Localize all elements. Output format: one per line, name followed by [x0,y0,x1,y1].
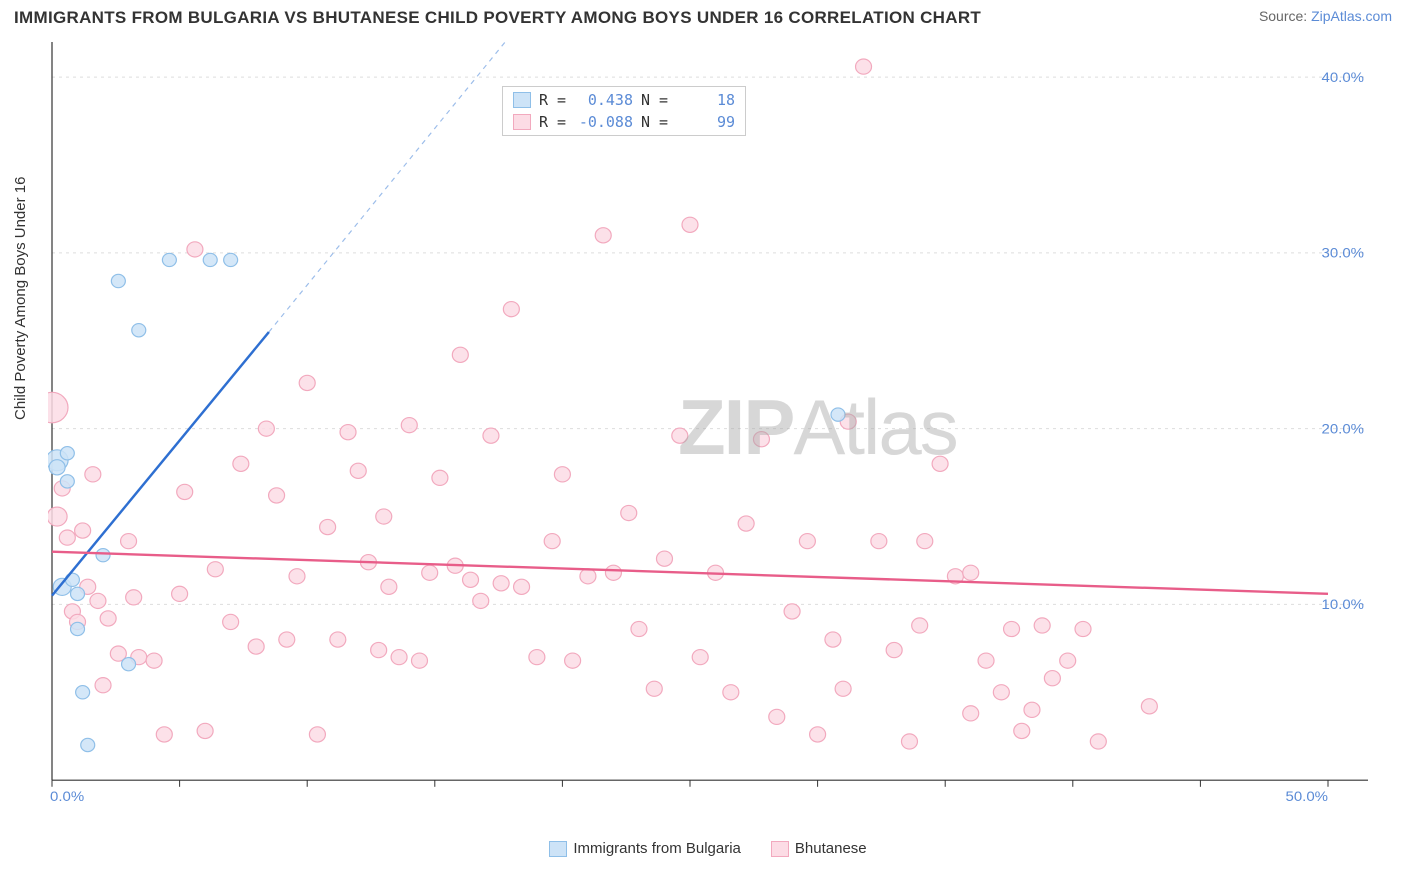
n-value-bhutanese: 99 [677,113,735,131]
series-legend: Immigrants from Bulgaria Bhutanese [48,840,1368,857]
swatch-bhutanese [771,841,789,857]
legend-row-bulgaria: R = 0.438 N = 18 [503,89,745,111]
svg-text:0.0%: 0.0% [50,789,84,805]
source-label: Source: [1259,8,1311,24]
n-label: N = [641,91,669,109]
correlation-legend: R = 0.438 N = 18 R = -0.088 N = 99 [502,86,746,136]
r-value-bulgaria: 0.438 [575,91,633,109]
chart-title: IMMIGRANTS FROM BULGARIA VS BHUTANESE CH… [14,8,981,28]
source-attribution: Source: ZipAtlas.com [1259,8,1392,24]
swatch-bulgaria [549,841,567,857]
svg-text:20.0%: 20.0% [1322,422,1364,438]
n-label: N = [641,113,669,131]
swatch-bulgaria [513,92,531,108]
svg-text:10.0%: 10.0% [1322,597,1364,613]
legend-row-bhutanese: R = -0.088 N = 99 [503,111,745,133]
n-value-bulgaria: 18 [677,91,735,109]
svg-text:50.0%: 50.0% [1286,789,1328,805]
source-link[interactable]: ZipAtlas.com [1311,8,1392,24]
r-label: R = [539,113,567,131]
legend-label-bhutanese: Bhutanese [795,840,867,857]
legend-item-bulgaria: Immigrants from Bulgaria [549,840,741,857]
legend-label-bulgaria: Immigrants from Bulgaria [573,840,741,857]
y-axis-label: Child Poverty Among Boys Under 16 [12,177,29,420]
scatter-plot: 10.0% 20.0% 30.0% 40.0% 0.0% 50.0% [48,42,1368,822]
r-label: R = [539,91,567,109]
svg-text:40.0%: 40.0% [1322,70,1364,86]
r-value-bhutanese: -0.088 [575,113,633,131]
svg-text:30.0%: 30.0% [1322,246,1364,262]
swatch-bhutanese [513,114,531,130]
chart-area: 10.0%20.0%30.0%40.0%0.0%50.0% ZIPAtlas R… [48,42,1368,822]
legend-item-bhutanese: Bhutanese [771,840,867,857]
